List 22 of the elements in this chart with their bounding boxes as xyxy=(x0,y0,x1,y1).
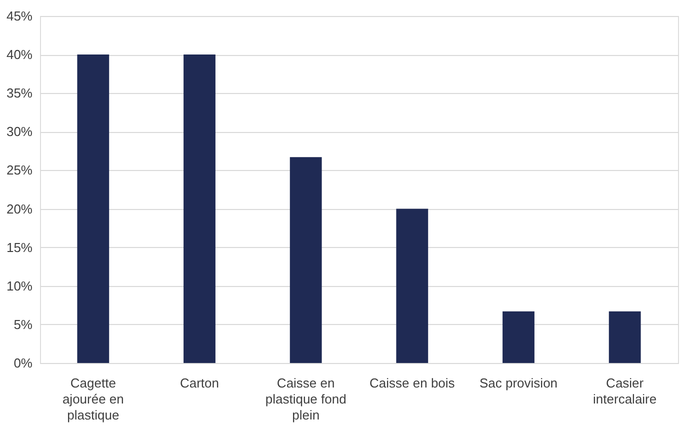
x-tick-label: Carton xyxy=(180,376,220,390)
bar xyxy=(396,208,428,363)
bar xyxy=(608,311,641,363)
y-tick-label: 25% xyxy=(6,162,33,178)
y-tick-label: 20% xyxy=(6,201,33,216)
bar xyxy=(77,54,110,363)
bar xyxy=(290,157,322,363)
y-tick-label: 45% xyxy=(6,8,33,24)
y-tick-label: 30% xyxy=(6,124,33,140)
bar xyxy=(502,311,534,363)
bar xyxy=(184,54,216,363)
y-tick-label: 40% xyxy=(6,47,33,62)
x-tick-label: Casier intercalaire xyxy=(593,376,657,406)
y-tick-label: 15% xyxy=(6,240,33,255)
x-tick-label: Cagette ajourée en plastique xyxy=(62,376,124,422)
x-tick-label: Caisse en bois xyxy=(370,376,456,390)
y-tick-label: 0% xyxy=(14,356,33,370)
x-tick-label: Sac provision xyxy=(479,376,558,390)
y-tick-label: 35% xyxy=(6,86,33,101)
y-tick-label: 10% xyxy=(6,278,33,294)
y-tick-label: 5% xyxy=(14,316,33,332)
x-tick-label: Caisse en plastique fond plein xyxy=(265,376,346,422)
